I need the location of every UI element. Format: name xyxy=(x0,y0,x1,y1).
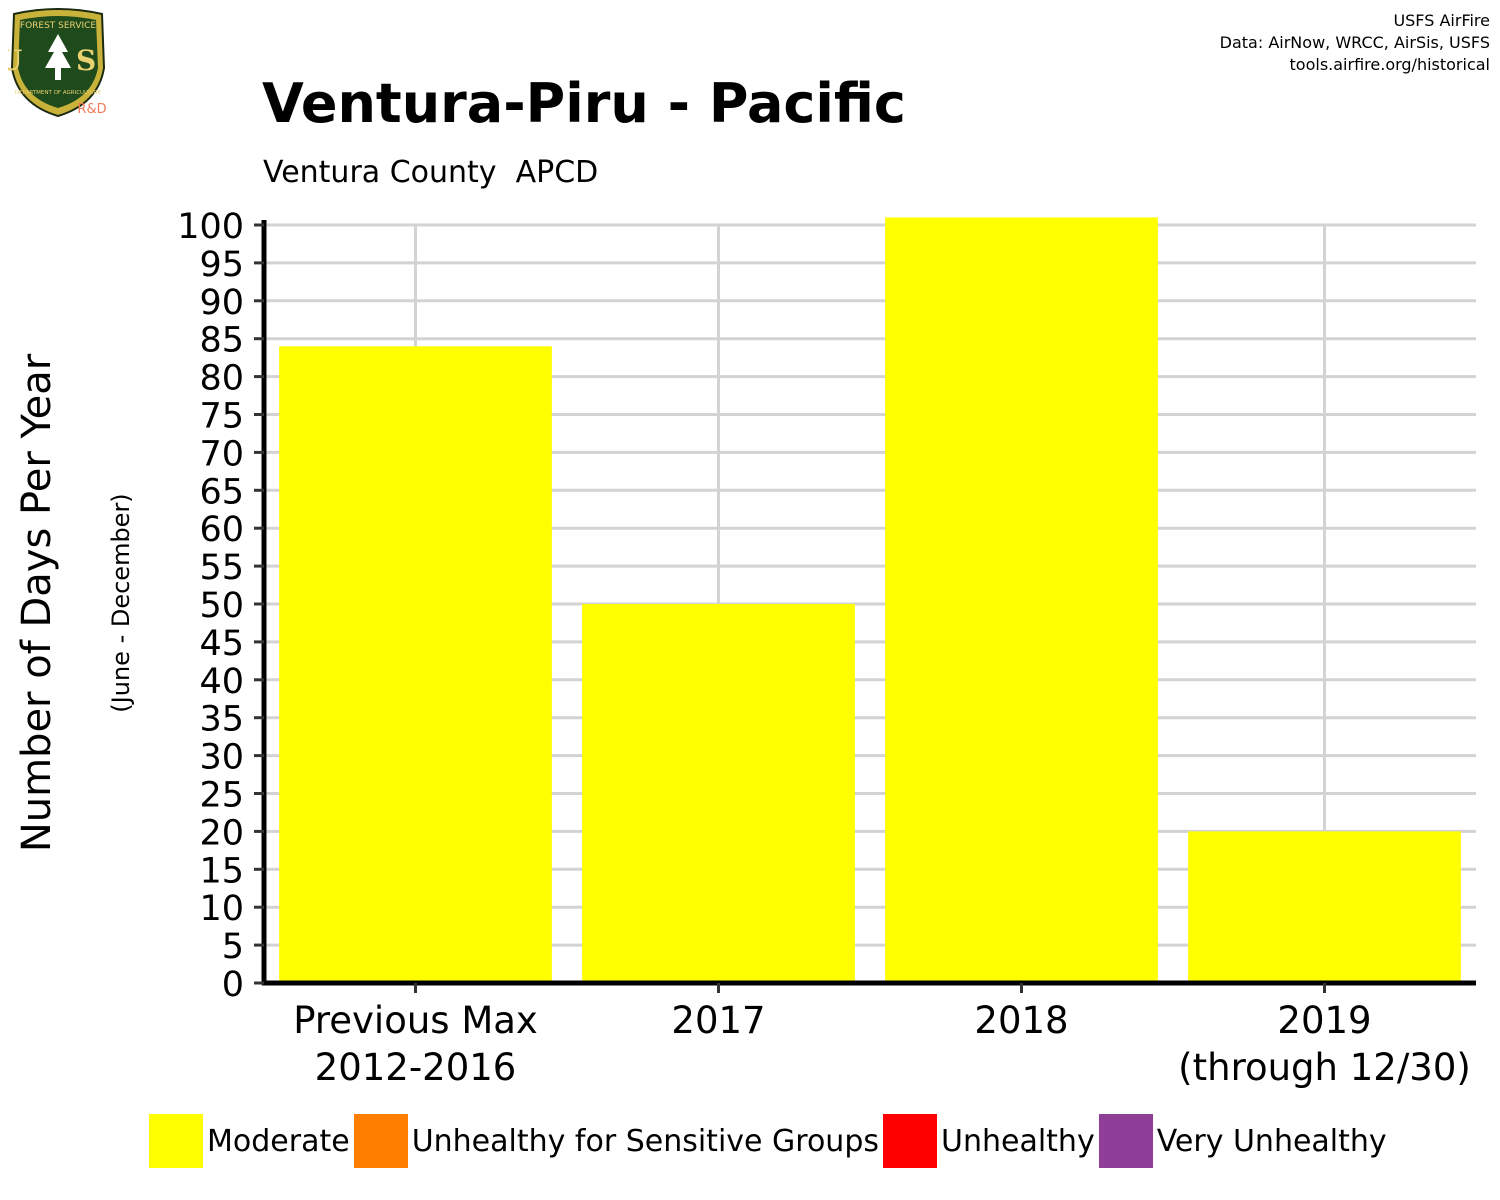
y-tick-label: 30 xyxy=(199,738,244,778)
x-tick-label: 2012-2016 xyxy=(315,1046,517,1089)
bar xyxy=(1188,831,1461,983)
y-tick-label: 55 xyxy=(199,548,244,588)
svg-text:DEPARTMENT OF AGRICULTURE: DEPARTMENT OF AGRICULTURE xyxy=(15,90,102,96)
y-tick-label: 0 xyxy=(222,965,244,1005)
chart-subtitle: Ventura County APCD xyxy=(263,155,599,190)
legend-item-moderate: Moderate xyxy=(149,1114,350,1168)
credit-line: USFS AirFire xyxy=(1393,11,1490,30)
x-tick-label: 2018 xyxy=(974,999,1068,1042)
legend: Moderate Unhealthy for Sensitive Groups … xyxy=(149,1114,1391,1168)
legend-swatch xyxy=(149,1114,203,1168)
credit-line: tools.airfire.org/historical xyxy=(1289,55,1490,74)
credit-line: Data: AirNow, WRCC, AirSis, USFS xyxy=(1219,33,1490,52)
bar xyxy=(885,217,1158,984)
legend-label: Unhealthy for Sensitive Groups xyxy=(411,1123,879,1159)
y-tick-label: 35 xyxy=(199,700,244,740)
y-tick-label: 15 xyxy=(199,851,244,891)
legend-swatch xyxy=(883,1114,937,1168)
y-tick-label: 80 xyxy=(199,359,244,399)
y-tick-label: 50 xyxy=(199,586,244,626)
legend-label: Unhealthy xyxy=(941,1123,1095,1159)
legend-swatch xyxy=(353,1114,408,1168)
bar xyxy=(279,346,552,983)
y-tick-label: 10 xyxy=(199,889,244,929)
y-tick-label: 95 xyxy=(199,245,244,285)
usfs-logo: U S FOREST SERVICE DEPARTMENT OF AGRICUL… xyxy=(8,8,108,118)
x-tick-label: (through 12/30) xyxy=(1178,1046,1471,1089)
bar xyxy=(582,604,855,983)
y-tick-label: 75 xyxy=(199,397,244,437)
x-tick-label: 2019 xyxy=(1277,999,1371,1042)
legend-item-very-unhealthy: Very Unhealthy xyxy=(1098,1114,1387,1168)
svg-text:FOREST SERVICE: FOREST SERVICE xyxy=(20,21,97,31)
y-tick-label: 45 xyxy=(199,624,244,664)
legend-item-unhealthy: Unhealthy xyxy=(883,1114,1095,1168)
credits: USFS AirFire Data: AirNow, WRCC, AirSis,… xyxy=(1220,10,1490,76)
y-tick-label: 90 xyxy=(199,283,244,323)
x-tick-label: Previous Max xyxy=(293,999,538,1042)
logo-letters: U S xyxy=(8,44,108,77)
y-tick-label: 85 xyxy=(199,321,244,361)
x-tick-label: 2017 xyxy=(671,999,765,1042)
y-tick-label: 60 xyxy=(199,510,244,550)
y-tick-label: 65 xyxy=(199,472,244,512)
y-tick-label: 70 xyxy=(199,434,244,474)
y-tick-label: 40 xyxy=(199,662,244,702)
y-tick-label: 25 xyxy=(199,776,244,816)
legend-label: Moderate xyxy=(207,1123,350,1159)
chart-title: Ventura-Piru - Pacific xyxy=(262,72,906,135)
y-tick-label: 5 xyxy=(222,927,244,967)
logo-rd: R&D xyxy=(77,102,106,117)
legend-item-usg: Unhealthy for Sensitive Groups xyxy=(353,1114,879,1168)
legend-swatch xyxy=(1098,1114,1153,1168)
y-tick-label: 100 xyxy=(177,207,244,247)
legend-label: Very Unhealthy xyxy=(1156,1123,1387,1159)
y-tick-label: 20 xyxy=(199,813,244,853)
